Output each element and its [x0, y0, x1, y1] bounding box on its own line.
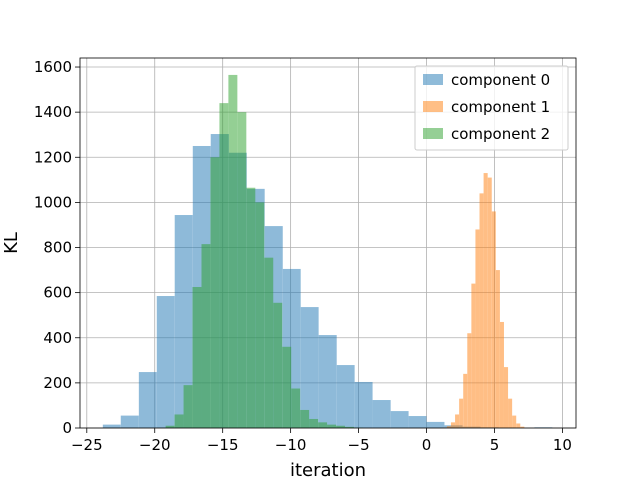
bar [327, 425, 336, 428]
bar [409, 416, 427, 428]
bar [139, 372, 157, 428]
bar [455, 414, 459, 428]
x-tick-label: −5 [348, 436, 370, 454]
bar [463, 374, 467, 428]
y-tick-label: 600 [43, 284, 72, 302]
x-tick-label: 10 [553, 436, 572, 454]
y-tick-label: 800 [43, 239, 72, 257]
bar [246, 188, 255, 428]
legend-label: component 0 [451, 71, 550, 89]
x-tick-label: 5 [490, 436, 500, 454]
bar [427, 422, 445, 428]
bar [318, 422, 327, 428]
bar [157, 296, 175, 428]
bar [210, 157, 219, 428]
y-axis-label: KL [1, 232, 22, 254]
bar [175, 414, 184, 428]
bar [459, 399, 463, 428]
bar [301, 307, 319, 428]
bar [373, 400, 391, 428]
bar [219, 103, 228, 428]
y-tick-label: 1600 [34, 58, 72, 76]
x-tick-label: −20 [139, 436, 171, 454]
x-tick-label: −25 [71, 436, 103, 454]
bar [103, 425, 121, 428]
x-tick-label: 0 [422, 436, 432, 454]
x-tick-label: −10 [275, 436, 307, 454]
bar [273, 303, 282, 428]
bar [264, 258, 273, 428]
bar [300, 410, 309, 428]
bar [193, 287, 202, 428]
x-tick-label: −15 [207, 436, 239, 454]
bar [319, 335, 337, 428]
y-tick-label: 1200 [34, 148, 72, 166]
bar [184, 385, 193, 428]
bar [475, 229, 479, 428]
x-axis-label: iteration [290, 460, 366, 480]
bar [471, 284, 475, 428]
bar [500, 322, 504, 428]
bar [480, 193, 484, 428]
bar [496, 270, 500, 428]
y-tick-label: 0 [62, 419, 72, 437]
bar [391, 411, 409, 428]
legend-label: component 2 [451, 125, 550, 143]
y-tick-label: 1400 [34, 103, 72, 121]
legend-swatch [423, 101, 443, 112]
bar [484, 173, 488, 428]
bar [309, 419, 318, 428]
legend-swatch [423, 74, 443, 85]
bar [201, 244, 210, 428]
legend-label: component 1 [451, 98, 550, 116]
bar [228, 75, 237, 428]
bar [337, 365, 355, 428]
y-tick-label: 400 [43, 329, 72, 347]
bar [255, 202, 264, 428]
y-tick-label: 200 [43, 374, 72, 392]
bar [282, 347, 291, 428]
y-tick-label: 1000 [34, 193, 72, 211]
bar [516, 423, 520, 428]
bar [512, 416, 516, 428]
bar [355, 382, 373, 428]
bar [237, 112, 246, 428]
bar [492, 211, 496, 428]
bar [291, 389, 300, 428]
bar [508, 399, 512, 428]
bar [488, 178, 492, 428]
bar [451, 422, 455, 428]
bar [504, 367, 508, 428]
legend-swatch [423, 128, 443, 139]
bar [121, 416, 139, 428]
bar [467, 333, 471, 428]
